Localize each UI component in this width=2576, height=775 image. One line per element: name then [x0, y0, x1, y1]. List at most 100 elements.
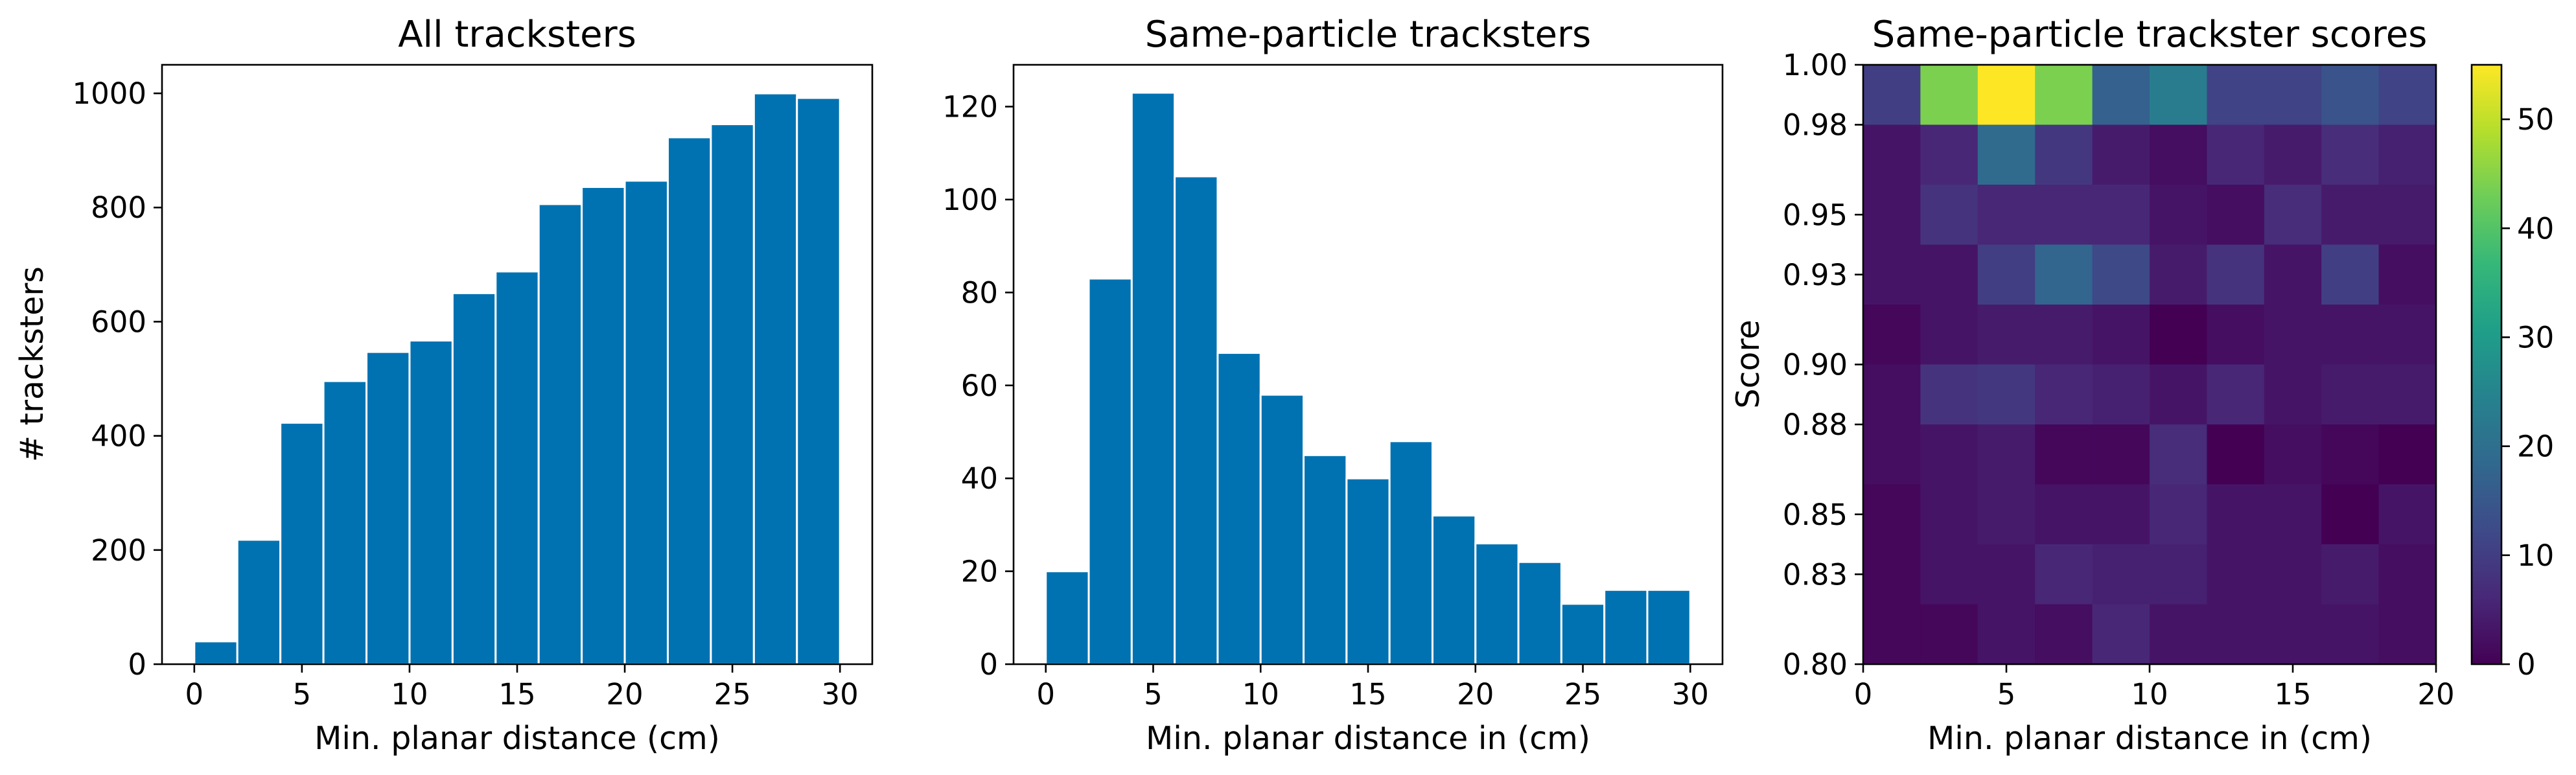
panel3-y-ticks: 0.80 0.83 0.85 0.88 0.90 0.93 0.95 0.98 1.00	[1783, 48, 1863, 682]
heatmap-cell	[2321, 65, 2380, 126]
p3-y-tick-label: 0.90	[1783, 348, 1848, 382]
colorbar-tick-label: 10	[2517, 538, 2554, 573]
panel1-title: All tracksters	[398, 14, 636, 56]
p2-y-tick-label: 120	[942, 90, 998, 124]
p3-y-tick-label: 0.80	[1783, 647, 1848, 682]
p1-x-tick-label: 30	[822, 677, 859, 711]
heatmap-cell	[2035, 604, 2093, 665]
panel3-frame	[1862, 64, 2437, 665]
heatmap-cell	[2207, 185, 2265, 246]
p1-y-tick-label: 600	[91, 305, 146, 339]
heatmap-cell	[2092, 364, 2150, 425]
heatmap-cell	[2321, 484, 2380, 545]
p1-bar	[710, 123, 755, 665]
heatmap-cell	[2092, 244, 2150, 305]
p2-x-tick-label: 20	[1457, 677, 1494, 711]
heatmap-cell	[2092, 484, 2150, 545]
p2-bar	[1216, 352, 1262, 665]
heatmap-cells	[1863, 65, 2437, 665]
panel1-y-ticks: 0 200 400 600 800 1000	[72, 76, 162, 682]
heatmap-cell	[2035, 424, 2093, 485]
p2-x-tick-label: 0	[1036, 677, 1055, 711]
heatmap-cell	[2092, 65, 2150, 126]
p2-bar	[1431, 515, 1477, 665]
heatmap-cell	[2264, 244, 2322, 305]
p1-y-tick-label: 200	[91, 533, 146, 568]
heatmap-cell	[2207, 544, 2265, 605]
p1-bar	[193, 640, 238, 665]
p2-bar	[1603, 588, 1649, 665]
p1-y-tick-label: 800	[91, 191, 146, 225]
colorbar-tick-label: 0	[2517, 647, 2536, 682]
heatmap-cell	[1863, 185, 1921, 246]
p2-y-tick-label: 100	[942, 183, 998, 217]
p1-x-tick-label: 0	[185, 677, 203, 711]
heatmap-cell	[1920, 244, 1978, 305]
heatmap-cell	[2150, 305, 2207, 365]
heatmap-cell	[2321, 124, 2380, 185]
p3-x-tick-label: 0	[1854, 677, 1873, 711]
p1-bar	[408, 340, 454, 665]
heatmap-cell	[2207, 305, 2265, 365]
p1-x-tick-label: 15	[498, 677, 535, 711]
colorbar-tick-label: 50	[2517, 102, 2554, 137]
p1-bar	[236, 538, 282, 665]
heatmap-cell	[2207, 244, 2265, 305]
p3-y-tick-label: 0.83	[1783, 557, 1848, 592]
heatmap-cell	[1920, 65, 1978, 126]
heatmap-cell	[2264, 484, 2322, 545]
p1-x-tick-label: 20	[606, 677, 643, 711]
p2-y-tick-label: 80	[961, 275, 998, 310]
heatmap-cell	[1863, 305, 1921, 365]
heatmap-cell	[2378, 424, 2437, 485]
heatmap-cell	[1863, 544, 1921, 605]
p3-x-tick-label: 5	[1997, 677, 2016, 711]
heatmap-cell	[2207, 604, 2265, 665]
p2-x-tick-label: 5	[1144, 677, 1163, 711]
panel-same-particle-tracksters: Same-particle tracksters 0 5 10 15 20 25 30 0 2…	[942, 14, 1724, 757]
p2-bar	[1174, 175, 1219, 665]
heatmap-cell	[2207, 65, 2265, 126]
p1-bar	[494, 270, 540, 665]
heatmap-cell	[2321, 364, 2380, 425]
panel-trackster-scores: Same-particle trackster scores 0 5 10 15 20 …	[1730, 14, 2554, 757]
panel3-y-label: Score	[1730, 319, 1767, 408]
heatmap-cell	[1977, 424, 2036, 485]
heatmap-cell	[1977, 305, 2036, 365]
heatmap-cell	[2150, 544, 2207, 605]
heatmap-cell	[2092, 424, 2150, 485]
heatmap-cell	[2321, 305, 2380, 365]
p1-x-tick-label: 10	[391, 677, 428, 711]
p1-y-tick-label: 1000	[72, 76, 146, 111]
p2-y-tick-label: 40	[961, 461, 998, 496]
heatmap-cell	[2207, 364, 2265, 425]
heatmap-cell	[2150, 364, 2207, 425]
p1-x-tick-label: 5	[293, 677, 312, 711]
heatmap-cell	[2035, 544, 2093, 605]
p2-bar	[1045, 570, 1090, 665]
p3-x-tick-label: 10	[2131, 677, 2168, 711]
heatmap-cell	[1920, 604, 1978, 665]
heatmap-cell	[2207, 124, 2265, 185]
panel1-y-label: # tracksters	[14, 266, 51, 462]
p2-bar	[1087, 277, 1133, 665]
p1-bar	[623, 179, 669, 665]
p2-bar	[1388, 440, 1433, 665]
heatmap-cell	[1920, 424, 1978, 485]
p1-bar	[581, 186, 626, 665]
heatmap-cell	[2035, 484, 2093, 545]
panel2-bars	[1045, 91, 1691, 665]
heatmap-cell	[2150, 124, 2207, 185]
heatmap-cell	[1920, 544, 1978, 605]
p1-bar	[752, 92, 798, 665]
heatmap-cell	[2378, 484, 2437, 545]
panel2-title: Same-particle tracksters	[1145, 14, 1591, 56]
p3-y-tick-label: 0.85	[1783, 498, 1848, 532]
panel1-x-ticks: 0 5 10 15 20 25 30	[185, 664, 859, 711]
heatmap-cell	[1863, 364, 1921, 425]
p2-bar	[1303, 454, 1348, 665]
p2-bar	[1130, 91, 1176, 665]
p2-x-tick-label: 15	[1349, 677, 1386, 711]
heatmap-cell	[1863, 244, 1921, 305]
p1-y-tick-label: 0	[128, 647, 146, 682]
